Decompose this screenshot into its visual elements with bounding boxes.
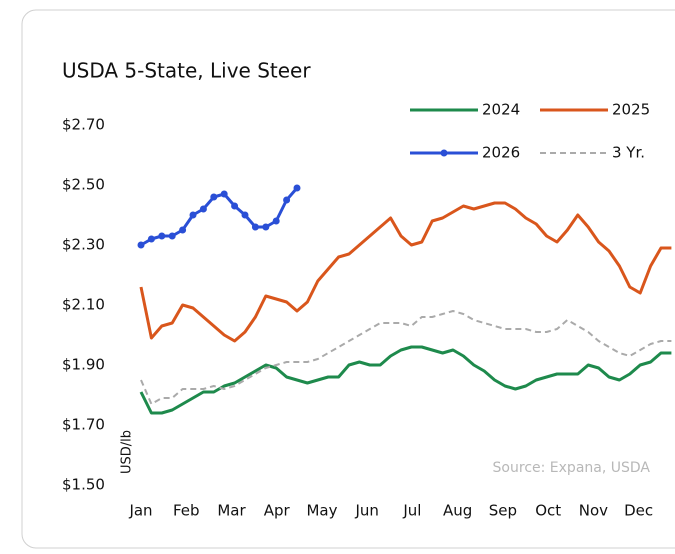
series-point (137, 241, 145, 249)
card (21, 9, 675, 549)
chart-title: USDA 5-State, Live Steer (62, 59, 311, 83)
x-tick-label: Jun (354, 502, 378, 520)
series-point (220, 190, 228, 198)
y-tick-label: $1.70 (62, 416, 105, 434)
y-tick-label: $2.30 (62, 236, 105, 254)
series-point (272, 217, 280, 225)
legend-label: 2025 (612, 101, 650, 119)
y-tick-label: $2.50 (62, 176, 105, 194)
x-tick-label: Oct (535, 502, 561, 520)
source-note: Source: Expana, USDA (493, 460, 651, 476)
legend-label: 2024 (482, 101, 520, 119)
series-point (179, 226, 187, 234)
x-tick-label: Dec (624, 502, 653, 520)
x-tick-label: Nov (579, 502, 608, 520)
y-tick-label: $1.90 (62, 356, 105, 374)
series-point (158, 232, 166, 240)
x-tick-label: Aug (443, 502, 472, 520)
series-point (251, 223, 259, 231)
series-point (283, 196, 291, 204)
series-point (168, 232, 176, 240)
legend-label: 3 Yr. (612, 144, 645, 162)
series-point (241, 211, 249, 219)
series-point (199, 205, 207, 213)
legend-marker (440, 149, 448, 157)
x-tick-label: May (306, 502, 337, 520)
series-point (147, 235, 155, 243)
series-line (139, 345, 672, 415)
series-point (189, 211, 197, 219)
series-line (139, 201, 672, 343)
x-tick-label: Apr (264, 502, 291, 520)
series-point (262, 223, 270, 231)
series-point (210, 193, 218, 201)
x-tick-label: Jan (128, 502, 152, 520)
series-line (140, 310, 672, 405)
y-tick-label: $2.10 (62, 296, 105, 314)
x-tick-label: Feb (173, 502, 200, 520)
y-axis-label: USD/lb (120, 430, 135, 474)
series-point (293, 184, 301, 192)
x-tick-label: Mar (217, 502, 246, 520)
legend-label: 2026 (482, 144, 520, 162)
series-point (231, 202, 239, 210)
y-tick-label: $1.50 (62, 476, 105, 494)
series-line (140, 187, 299, 247)
y-tick-label: $2.70 (62, 116, 105, 134)
x-tick-label: Jul (402, 502, 421, 520)
x-tick-label: Sep (489, 502, 517, 520)
